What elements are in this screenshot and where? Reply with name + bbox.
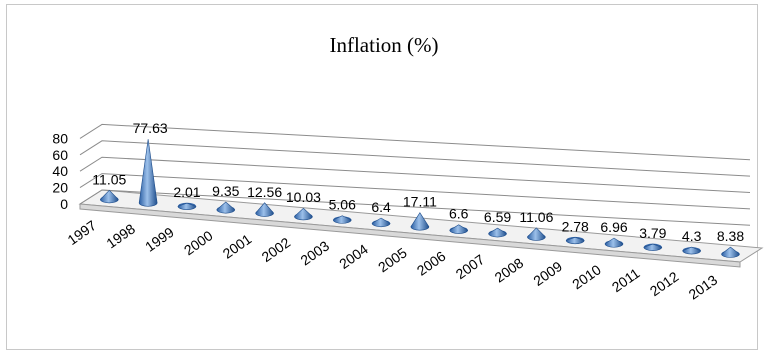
data-label: 11.05 bbox=[92, 171, 126, 187]
cone-body bbox=[177, 202, 197, 211]
x-tick-label: 2003 bbox=[297, 237, 332, 268]
cone-body bbox=[100, 189, 119, 204]
data-label: 2.78 bbox=[562, 218, 589, 234]
data-label: 2.01 bbox=[173, 184, 200, 200]
data-cone bbox=[100, 189, 119, 204]
data-cone bbox=[371, 217, 391, 228]
x-tick-label: 2000 bbox=[181, 227, 216, 258]
gridline bbox=[79, 123, 751, 161]
data-cone bbox=[682, 246, 701, 255]
cone-body bbox=[410, 212, 430, 231]
gridline bbox=[79, 173, 751, 210]
data-label: 5.06 bbox=[329, 197, 356, 213]
y-tick-label: 80 bbox=[52, 130, 68, 146]
gridline bbox=[79, 140, 751, 177]
cone-body bbox=[488, 227, 507, 238]
data-label: 6.59 bbox=[484, 209, 511, 225]
data-label: 77.63 bbox=[133, 120, 168, 136]
gridline bbox=[79, 156, 751, 194]
y-tick-label: 60 bbox=[52, 147, 68, 163]
x-tick-label: 2012 bbox=[647, 268, 682, 299]
data-label: 6.96 bbox=[600, 219, 627, 235]
x-tick-label: 2011 bbox=[609, 265, 643, 295]
data-cone bbox=[294, 207, 313, 221]
x-tick-label: 2002 bbox=[259, 234, 294, 265]
cone-body bbox=[332, 215, 352, 224]
x-tick-label: 2010 bbox=[569, 261, 604, 292]
x-tick-label: 1997 bbox=[64, 217, 99, 248]
data-label: 8.38 bbox=[717, 228, 744, 244]
cone-body bbox=[721, 246, 740, 258]
data-cone bbox=[721, 246, 740, 258]
data-cone bbox=[565, 236, 585, 245]
data-label: 9.35 bbox=[212, 183, 239, 199]
x-tick-label: 2005 bbox=[375, 244, 410, 275]
data-label: 4.3 bbox=[682, 228, 702, 244]
data-cones bbox=[100, 139, 740, 258]
cone-body bbox=[216, 201, 236, 214]
chart-title: Inflation (%) bbox=[329, 33, 438, 57]
y-tick-label: 40 bbox=[52, 163, 68, 179]
data-label: 12.56 bbox=[247, 184, 282, 200]
data-cone bbox=[527, 227, 546, 241]
cone-body bbox=[371, 217, 391, 228]
data-label: 10.03 bbox=[286, 189, 321, 205]
data-cone bbox=[216, 201, 236, 214]
data-cone bbox=[177, 202, 197, 211]
x-tick-label: 2007 bbox=[453, 251, 488, 282]
data-label: 6.4 bbox=[371, 199, 391, 215]
x-tick-label: 1998 bbox=[103, 220, 138, 251]
x-tick-label: 1999 bbox=[142, 224, 177, 255]
data-cone bbox=[488, 227, 507, 238]
x-tick-label: 2013 bbox=[686, 272, 721, 303]
cone-body bbox=[643, 243, 663, 251]
cone-body bbox=[138, 139, 158, 207]
y-tick-label: 0 bbox=[60, 196, 68, 212]
data-label: 3.79 bbox=[639, 225, 666, 241]
x-tick-label: 2008 bbox=[491, 254, 526, 285]
data-cone bbox=[410, 212, 430, 231]
data-cone bbox=[138, 139, 158, 207]
chart-frame bbox=[6, 4, 758, 350]
data-labels: 11.05 77.63 2.01 9.35 12.56 10.03 5.06 6.4 17.11… bbox=[92, 120, 744, 244]
cone-body bbox=[527, 227, 546, 241]
data-cone bbox=[643, 243, 663, 251]
data-label: 11.06 bbox=[519, 209, 553, 225]
x-tick-label: 2009 bbox=[530, 258, 565, 289]
x-tick-label: 2006 bbox=[414, 248, 449, 279]
cone-body bbox=[449, 224, 469, 234]
cone-body bbox=[565, 237, 585, 245]
floor-edge bbox=[79, 203, 741, 268]
x-tick-label: 2001 bbox=[220, 231, 255, 262]
cone-body bbox=[255, 202, 274, 217]
data-cone bbox=[332, 215, 352, 224]
data-cone bbox=[255, 202, 274, 217]
cone-body bbox=[604, 237, 624, 248]
data-cone bbox=[604, 237, 624, 248]
cone-body bbox=[682, 246, 701, 255]
data-cone bbox=[449, 224, 469, 234]
data-label: 17.11 bbox=[403, 194, 437, 210]
data-label: 6.6 bbox=[449, 206, 469, 222]
x-tick-label: 2004 bbox=[336, 241, 371, 272]
cone-body bbox=[294, 207, 313, 221]
gridline bbox=[79, 189, 751, 226]
y-tick-label: 20 bbox=[52, 180, 68, 196]
gridlines bbox=[79, 123, 751, 226]
